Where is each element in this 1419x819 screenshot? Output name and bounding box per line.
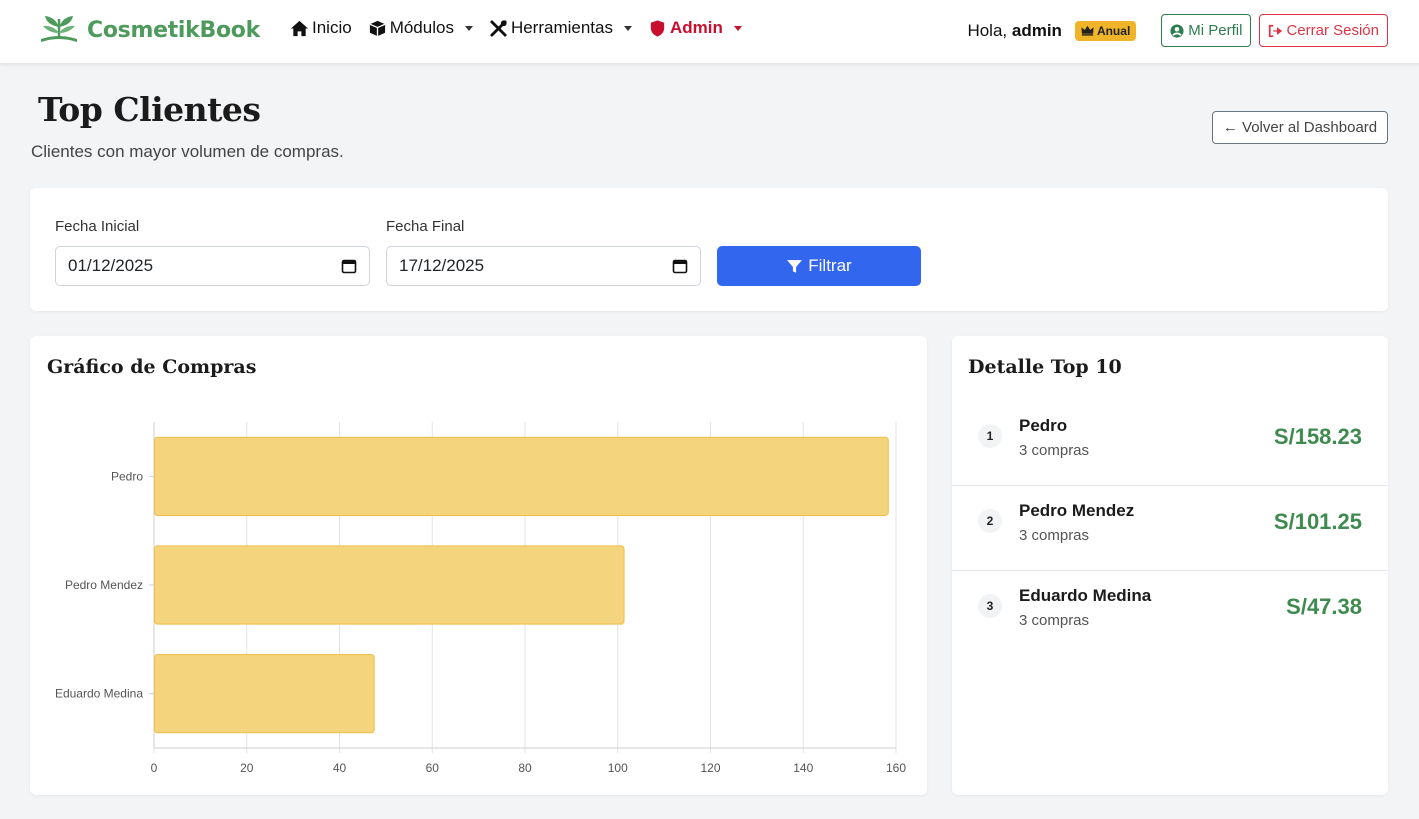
purchase-amount: S/47.38	[1286, 594, 1362, 619]
purchase-amount: S/158.23	[1273, 424, 1362, 449]
page-subtitle: Clientes con mayor volumen de compras.	[31, 142, 344, 161]
x-tick-label: 60	[426, 761, 440, 775]
filter-card: Fecha Inicial 01/12/2025 Fecha Final 17/…	[30, 188, 1388, 311]
home-icon	[290, 20, 309, 36]
end-date-input[interactable]: 17/12/2025	[386, 246, 701, 286]
detail-card: Detalle Top 10 1 Pedro 3 compras S/158.2…	[952, 336, 1388, 795]
chevron-down-icon	[733, 25, 742, 31]
plan-badge: Anual	[1074, 20, 1137, 41]
filter-icon	[787, 259, 803, 273]
list-item: 2 Pedro Mendez 3 compras S/101.25	[952, 486, 1388, 571]
start-date-value: 01/12/2025	[68, 256, 154, 275]
start-date-label: Fecha Inicial	[55, 218, 140, 235]
nav-inicio[interactable]: Inicio	[290, 18, 352, 38]
greeting-prefix: Hola,	[967, 20, 1008, 40]
top-clients-list: 1 Pedro 3 compras S/158.23 2 Pedro Mende…	[952, 401, 1388, 656]
x-tick-label: 140	[793, 761, 813, 775]
start-date-input[interactable]: 01/12/2025	[55, 246, 370, 286]
list-item: 1 Pedro 3 compras S/158.23	[952, 401, 1388, 486]
chart-card-title: Gráfico de Compras	[47, 356, 257, 378]
user-greeting: Hola, admin	[967, 21, 1061, 41]
chevron-down-icon	[464, 25, 473, 31]
end-date-label: Fecha Final	[386, 218, 465, 235]
y-tick-label: Pedro Mendez	[65, 578, 143, 592]
calendar-icon[interactable]	[672, 258, 688, 274]
rank-badge: 2	[978, 509, 1002, 533]
chart-card: Gráfico de Compras 0 20 40 60 80 100 120 140 160…	[30, 336, 927, 795]
nav-modulos-label: Módulos	[389, 18, 454, 37]
top-navbar: CosmetikBook Inicio Módulos Herramientas…	[0, 0, 1419, 64]
plan-badge-label: Anual	[1096, 23, 1131, 38]
purchases-bar-chart: 0 20 40 60 80 100 120 140 160 Pedro Pedro Mendez Ed…	[55, 422, 906, 775]
sign-out-icon	[1269, 24, 1283, 37]
user-area: Hola, admin Anual Mi Perfil Cerrar Sesió…	[967, 14, 1388, 47]
purchase-count: 3 compras	[1019, 442, 1090, 459]
x-tick-label: 20	[240, 761, 254, 775]
box-icon	[369, 20, 386, 36]
logout-button[interactable]: Cerrar Sesión	[1259, 14, 1388, 47]
bar	[154, 545, 625, 625]
x-tick-label: 80	[518, 761, 532, 775]
my-profile-label: Mi Perfil	[1188, 22, 1243, 39]
nav-modulos[interactable]: Módulos	[368, 18, 473, 38]
nav-herramientas[interactable]: Herramientas	[489, 18, 632, 38]
filter-button-label: Filtrar	[808, 256, 852, 275]
username: admin	[1011, 20, 1062, 40]
list-item: 3 Eduardo Medina 3 compras S/47.38	[952, 571, 1388, 656]
x-tick-label: 100	[608, 761, 628, 775]
nav-inicio-label: Inicio	[312, 18, 352, 37]
client-name: Pedro Mendez	[1019, 501, 1135, 520]
x-tick-label: 0	[151, 761, 158, 775]
shield-icon	[650, 19, 665, 37]
y-tick-label: Pedro	[111, 469, 143, 483]
calendar-icon[interactable]	[341, 258, 357, 274]
tools-icon	[490, 19, 507, 37]
user-circle-icon	[1170, 23, 1184, 38]
client-name: Eduardo Medina	[1019, 586, 1152, 605]
filter-button[interactable]: Filtrar	[717, 246, 921, 286]
page-title: Top Clientes	[38, 90, 261, 129]
bar	[154, 436, 889, 516]
detail-card-title: Detalle Top 10	[968, 356, 1122, 378]
back-to-dashboard-button[interactable]: ← Volver al Dashboard	[1212, 111, 1388, 144]
x-tick-label: 40	[333, 761, 347, 775]
bar	[154, 654, 375, 734]
my-profile-button[interactable]: Mi Perfil	[1161, 14, 1252, 47]
main-nav: Inicio Módulos Herramientas Admin	[290, 18, 742, 38]
rank-badge: 3	[978, 594, 1002, 618]
end-date-value: 17/12/2025	[399, 256, 485, 275]
rank-badge: 1	[978, 424, 1002, 448]
chevron-down-icon	[624, 25, 632, 31]
x-tick-label: 120	[700, 761, 720, 775]
crown-icon	[1081, 25, 1094, 36]
purchase-amount: S/101.25	[1273, 509, 1362, 534]
nav-admin-label: Admin	[670, 18, 723, 37]
x-tick-label: 160	[886, 761, 906, 775]
leaf-book-logo-icon	[41, 16, 77, 42]
brand-link[interactable]: CosmetikBook	[37, 12, 260, 48]
logout-label: Cerrar Sesión	[1286, 22, 1379, 39]
nav-admin[interactable]: Admin	[648, 18, 742, 38]
purchase-count: 3 compras	[1019, 527, 1090, 544]
nav-herramientas-label: Herramientas	[510, 18, 613, 37]
y-tick-label: Eduardo Medina	[55, 687, 143, 701]
back-to-dashboard-label: ← Volver al Dashboard	[1222, 119, 1378, 136]
brand-name: CosmetikBook	[87, 17, 260, 43]
client-name: Pedro	[1019, 416, 1068, 435]
purchase-count: 3 compras	[1019, 612, 1090, 629]
